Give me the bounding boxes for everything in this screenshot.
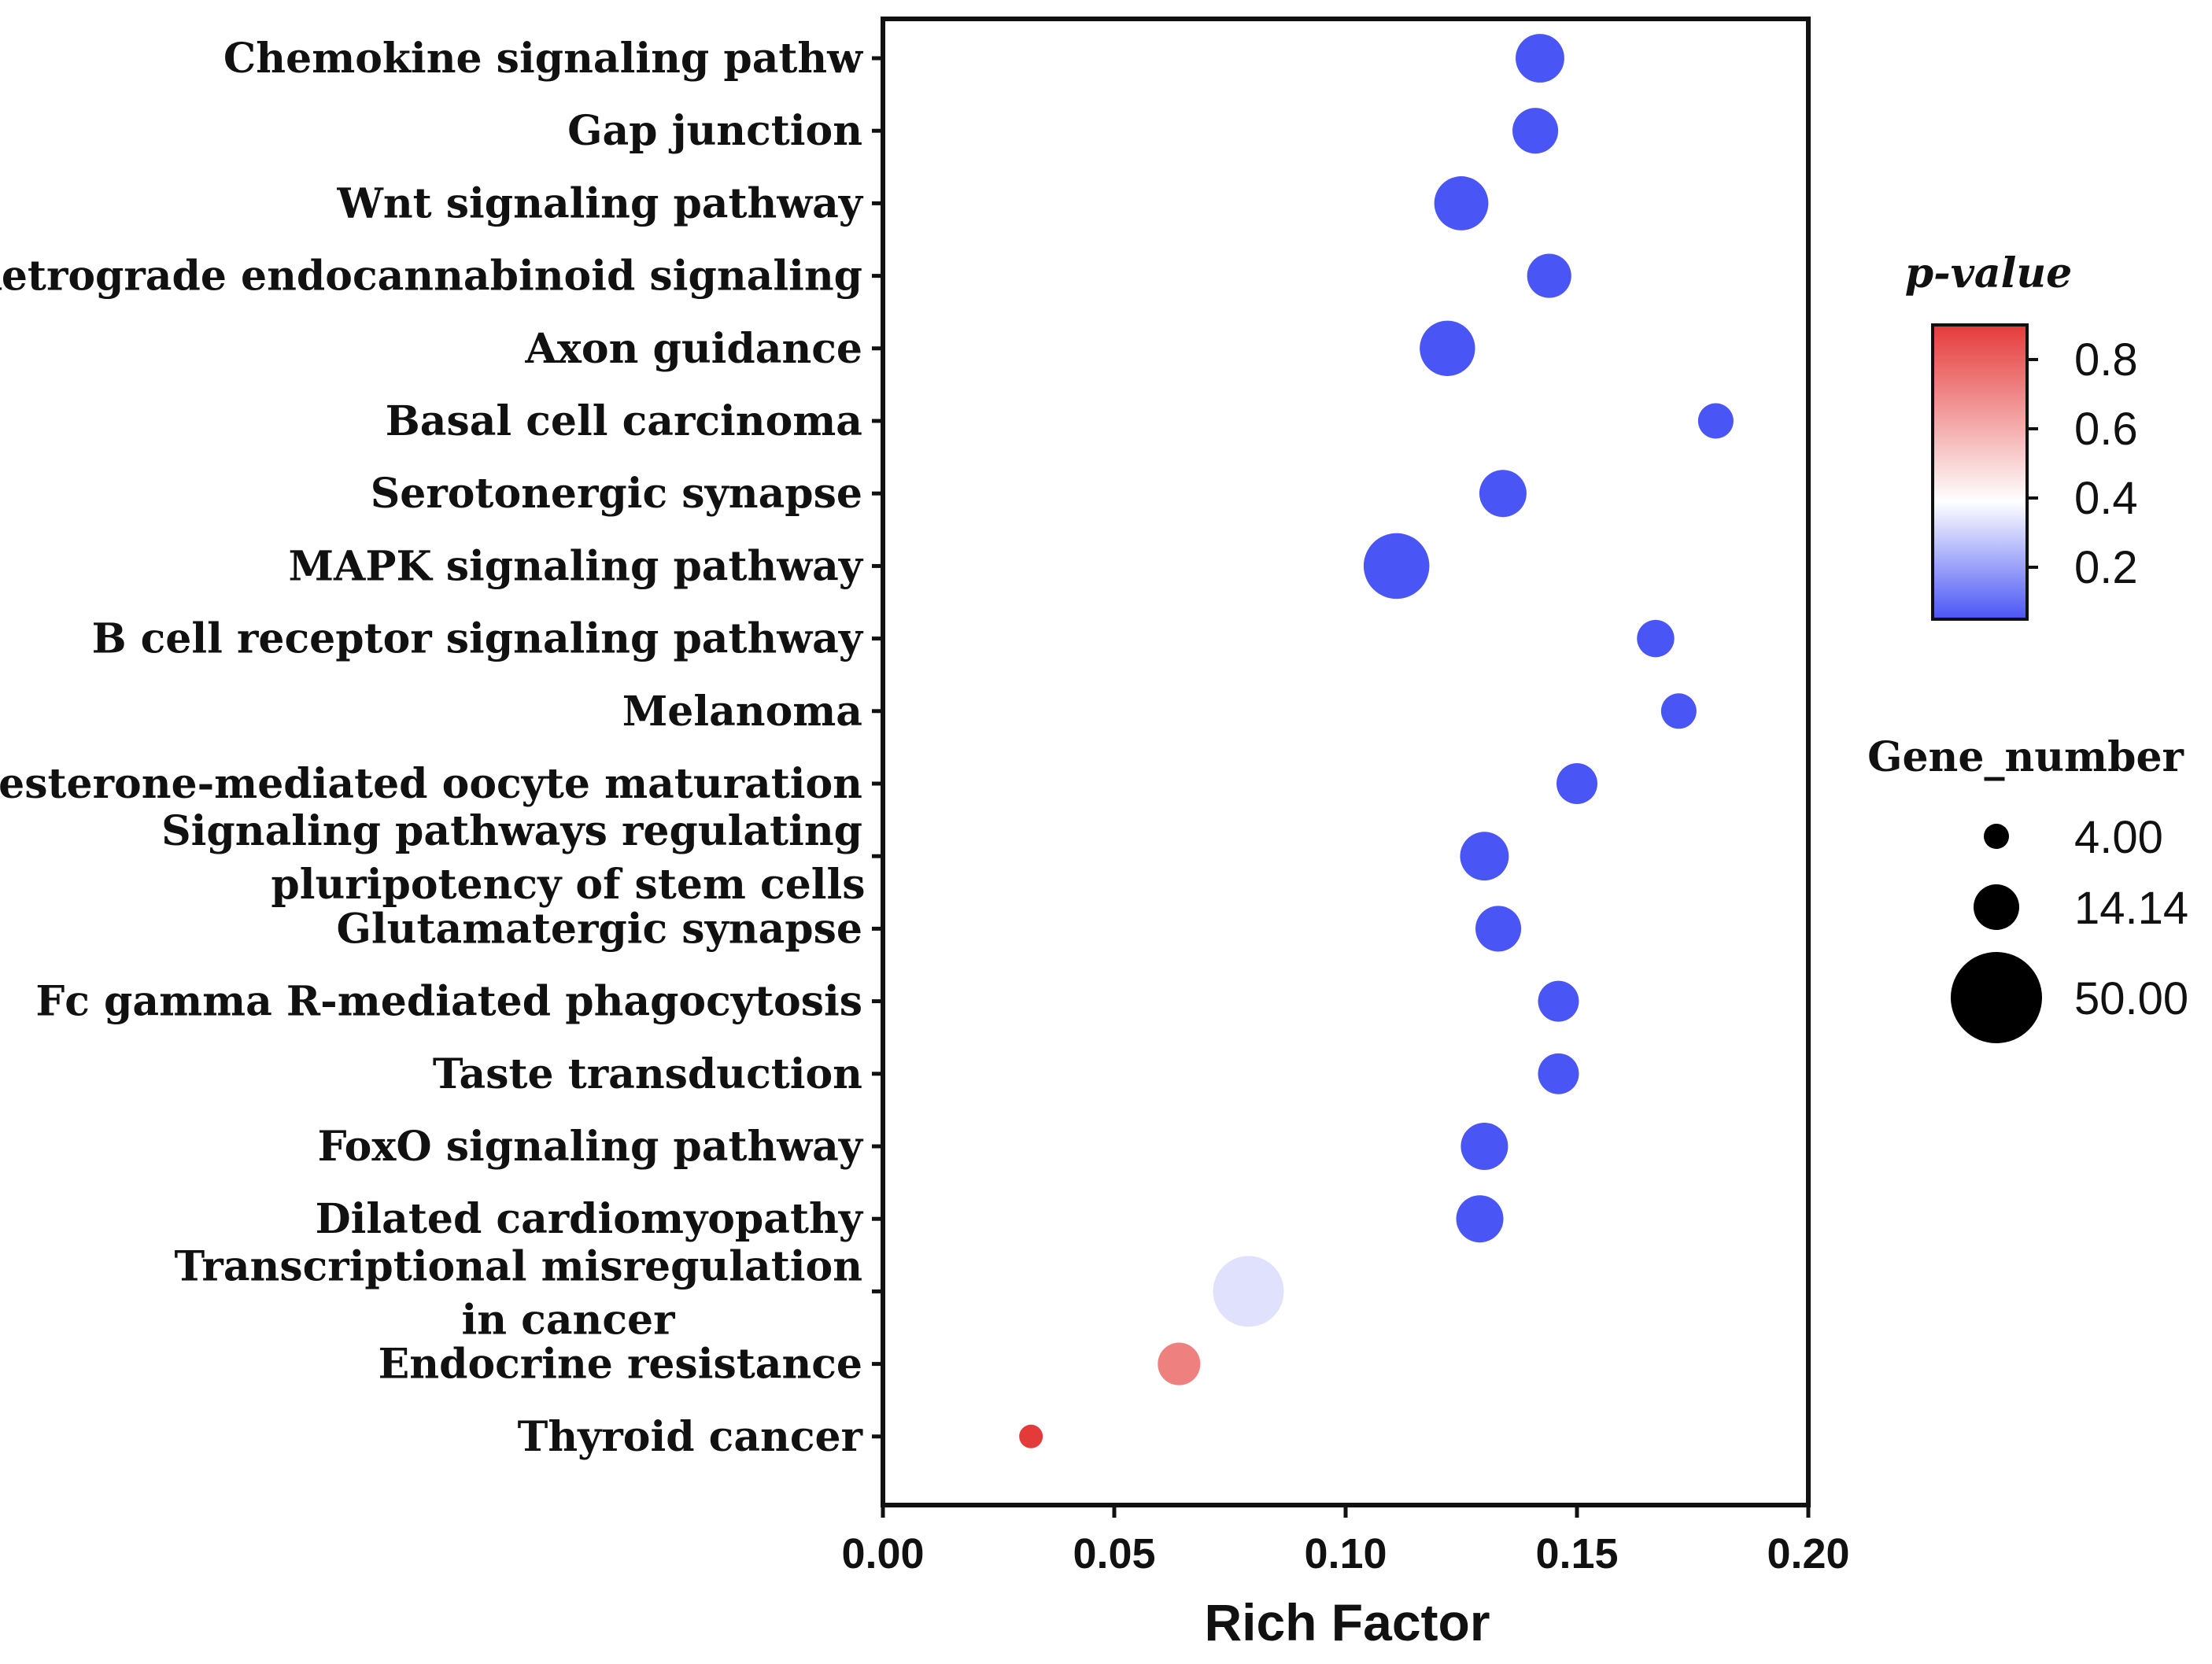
y-tick-label: Signaling pathways regulating — [161, 807, 862, 855]
x-tick-label: 0.20 — [1767, 1530, 1849, 1577]
y-tick-label: Endocrine resistance — [379, 1341, 862, 1389]
x-tick-label: 0.15 — [1535, 1530, 1618, 1577]
colorbar-tick-label: 0.4 — [2074, 473, 2138, 524]
x-axis-title: Rich Factor — [1204, 1593, 1490, 1651]
y-tick-label: B cell receptor signaling pathway — [92, 615, 864, 663]
p-value-colorbar — [1931, 323, 2029, 621]
y-tick-label: Fc gamma R-mediated phagocytosis — [35, 978, 862, 1026]
bubble-point — [1420, 320, 1475, 376]
x-tick-label: 0.05 — [1073, 1530, 1155, 1577]
p-value-legend: p-value 0.8 0.6 0.4 0.2 — [1905, 249, 2138, 621]
y-tick-label: MAPK signaling pathway — [288, 542, 863, 590]
bubble-point — [1527, 253, 1571, 298]
bubble-point — [1538, 980, 1579, 1022]
y-tick-label: Serotonergic synapse — [371, 470, 862, 518]
y-tick-label: Glutamatergic synapse — [337, 905, 862, 953]
y-tick-label: Chemokine signaling pathw — [223, 35, 863, 83]
y-tick-label: Melanoma — [622, 688, 862, 736]
plot-frame — [881, 17, 1811, 1507]
y-tick-label: Taste transduction — [433, 1050, 862, 1098]
y-tick-label: FoxO signaling pathway — [318, 1123, 864, 1171]
y-tick-label: Transcriptional misregulation — [175, 1242, 862, 1290]
y-tick-label: Thyroid cancer — [518, 1413, 863, 1461]
y-tick-label: Basal cell carcinoma — [386, 397, 862, 445]
size-legend-label: 14.14 — [2074, 883, 2188, 934]
x-tick-label: 0.10 — [1304, 1530, 1387, 1577]
bubble-point — [1479, 470, 1527, 518]
plot-area — [881, 17, 1811, 1507]
x-tick-label: 0.00 — [841, 1530, 924, 1577]
bubble-point — [1019, 1424, 1043, 1448]
bubble-point — [1213, 1256, 1284, 1327]
bubble-point — [1461, 1123, 1509, 1170]
colorbar-tick-label: 0.8 — [2074, 334, 2138, 386]
size-legend-label: 4.00 — [2074, 812, 2163, 863]
colorbar-tick-label: 0.6 — [2074, 404, 2138, 455]
bubble-point — [1363, 533, 1430, 600]
p-value-legend-title: p-value — [1905, 249, 2073, 297]
size-legend-dot — [1984, 824, 2009, 849]
x-axis: 0.00 0.05 0.10 0.15 0.20 — [841, 1505, 1850, 1577]
y-tick-label: Gap junction — [567, 107, 862, 155]
gene-number-legend: Gene_number 4.00 14.14 50.00 — [1867, 733, 2188, 1043]
gene-number-legend-title: Gene_number — [1867, 733, 2184, 781]
y-tick-label: Progesterone-mediated oocyte maturation — [0, 760, 862, 808]
y-tick-label: Dilated cardiomyopathy — [316, 1195, 864, 1243]
y-axis: Chemokine signaling pathw Gap junction Wnt… — [0, 35, 883, 1461]
colorbar-tick-label: 0.2 — [2074, 542, 2138, 593]
bubble-point — [1697, 403, 1734, 439]
bubble-point — [1660, 693, 1697, 729]
bubble-point — [1637, 619, 1675, 658]
bubble-point — [1460, 832, 1509, 881]
bubble-point — [1158, 1342, 1201, 1385]
bubble-point — [1456, 1195, 1504, 1243]
y-tick-label: Axon guidance — [525, 325, 862, 373]
size-legend-dot — [1951, 952, 2042, 1043]
y-tick-label: Wnt signaling pathway — [336, 179, 863, 227]
y-tick-label: Retrograde endocannabinoid signaling — [0, 253, 862, 301]
bubble-point — [1475, 906, 1522, 952]
bubble-point — [1516, 34, 1564, 83]
size-legend-dot — [1974, 884, 2019, 930]
bubble-point — [1434, 176, 1489, 231]
bubble-point — [1557, 763, 1597, 804]
bubble-point — [1538, 1053, 1579, 1094]
bubble-point — [1512, 108, 1559, 154]
size-legend-label: 50.00 — [2074, 973, 2188, 1024]
y-tick-label: pluripotency of stem cells — [271, 861, 865, 909]
y-tick-label: in cancer — [462, 1296, 676, 1344]
